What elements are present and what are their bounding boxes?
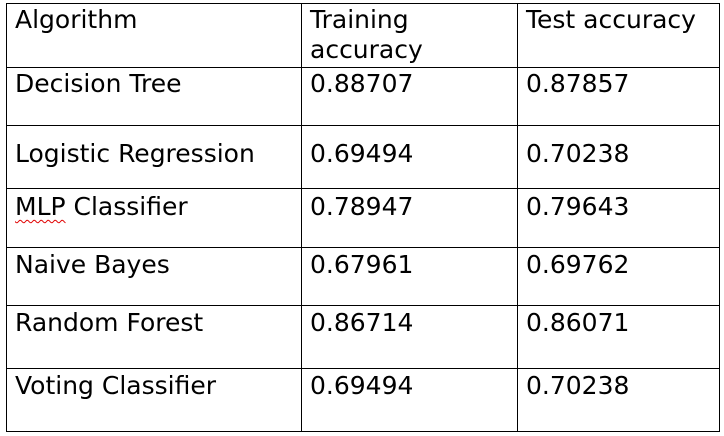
algorithm-suffix: Classifier xyxy=(65,192,188,221)
table-row: Random Forest 0.86714 0.86071 xyxy=(6,305,720,369)
training-accuracy-cell: 0.67961 xyxy=(301,247,518,306)
test-accuracy-cell: 0.70238 xyxy=(517,125,720,189)
table-row: Voting Classifier 0.69494 0.70238 xyxy=(6,368,720,432)
training-accuracy-cell: 0.88707 xyxy=(301,67,518,126)
header-row: Algorithm Training accuracy Test accurac… xyxy=(6,3,720,68)
table-row: Decision Tree 0.88707 0.87857 xyxy=(6,67,720,126)
algorithm-cell: Decision Tree xyxy=(6,67,302,126)
table-row: Logistic Regression 0.69494 0.70238 xyxy=(6,125,720,189)
algorithm-cell: Random Forest xyxy=(6,305,302,369)
test-accuracy-cell: 0.86071 xyxy=(517,305,720,369)
algorithm-cell: Naive Bayes xyxy=(6,247,302,306)
spellcheck-flagged-word: MLP xyxy=(15,192,66,221)
table-row: Naive Bayes 0.67961 0.69762 xyxy=(6,247,720,306)
algorithm-cell: MLP Classifier xyxy=(6,188,302,248)
test-accuracy-cell: 0.69762 xyxy=(517,247,720,306)
test-accuracy-cell: 0.70238 xyxy=(517,368,720,432)
training-accuracy-cell: 0.86714 xyxy=(301,305,518,369)
training-accuracy-cell: 0.69494 xyxy=(301,368,518,432)
algorithm-cell: Logistic Regression xyxy=(6,125,302,189)
header-test-accuracy: Test accuracy xyxy=(517,3,720,68)
test-accuracy-cell: 0.87857 xyxy=(517,67,720,126)
header-training-accuracy: Training accuracy xyxy=(301,3,518,68)
training-accuracy-cell: 0.69494 xyxy=(301,125,518,189)
results-table: Algorithm Training accuracy Test accurac… xyxy=(6,3,720,432)
header-algorithm: Algorithm xyxy=(6,3,302,68)
algorithm-cell: Voting Classifier xyxy=(6,368,302,432)
test-accuracy-cell: 0.79643 xyxy=(517,188,720,248)
table-row: MLP Classifier 0.78947 0.79643 xyxy=(6,188,720,248)
training-accuracy-cell: 0.78947 xyxy=(301,188,518,248)
